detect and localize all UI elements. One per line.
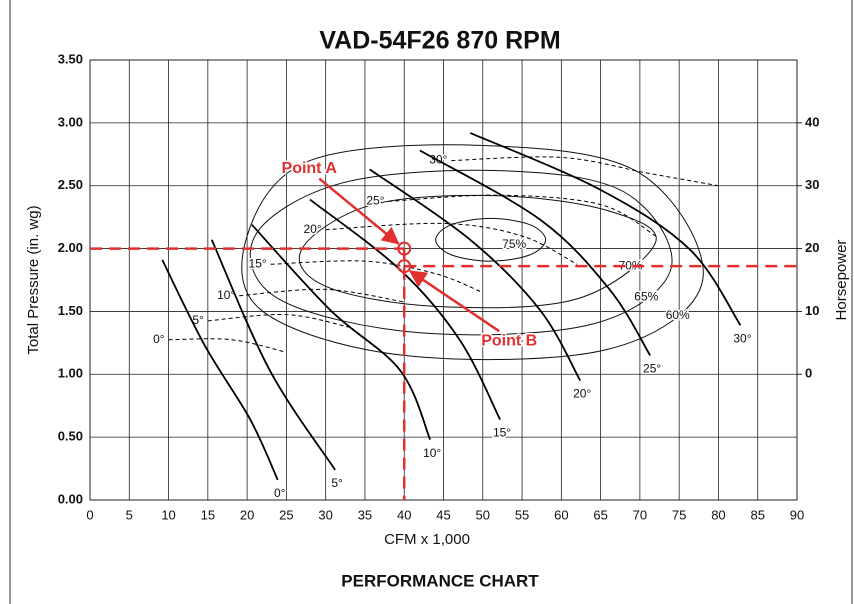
y-tick-label: 2.50 [58,177,83,192]
y2-tick-label: 10 [805,303,819,318]
efficiency-label: 60% [666,308,690,322]
x-tick-label: 0 [86,507,93,522]
x-tick-label: 30 [318,507,332,522]
pressure-label: 0° [274,486,286,500]
frame [9,0,853,604]
pressure-label: 30° [733,331,751,345]
pressure-curve [369,168,581,382]
y2-tick-label: 20 [805,240,819,255]
horsepower-label: 0° [153,332,165,346]
horsepower-curve [239,288,405,303]
x-tick-label: 90 [790,507,804,522]
operating-point [397,241,412,256]
horsepower-curve [388,194,656,237]
horsepower-curve [451,156,719,187]
horsepower-curve [270,260,483,294]
pressure-curve [251,224,431,441]
y-tick-label: 1.50 [58,303,83,318]
y-tick-label: 2.00 [58,240,83,255]
x-tick-label: 45 [436,507,450,522]
efficiency-curve [435,217,547,262]
x-tick-label: 85 [750,507,764,522]
point-label: Point B [481,332,537,349]
pressure-curve [419,149,651,356]
x-tick-label: 25 [279,507,293,522]
y2-tick-label: 30 [805,177,819,192]
x-tick-label: 75 [672,507,686,522]
horsepower-curve [168,338,287,353]
pressure-curve [210,239,336,471]
pressure-curve [309,198,501,420]
x-tick-label: 60 [554,507,568,522]
horsepower-curve [207,313,350,328]
pressure-label: 5° [331,476,343,490]
pressure-curve [161,259,279,481]
chart-title: VAD-54F26 870 RPM [319,27,560,55]
y2-axis-label: Horsepower [833,240,850,321]
horsepower-label: 25° [366,194,384,208]
x-axis-label: CFM x 1,000 [384,531,470,548]
point-label: Point A [282,160,338,177]
x-tick-label: 80 [711,507,725,522]
x-tick-label: 10 [161,507,175,522]
y2-tick-label: 0 [805,366,812,381]
y2-tick-label: 40 [805,114,819,129]
y-tick-label: 1.00 [58,366,83,381]
pressure-label: 20° [573,387,591,401]
point-arrow [408,270,500,333]
y-tick-label: 0.50 [58,429,83,444]
point-arrow [318,177,400,245]
efficiency-label: 65% [634,290,658,304]
pressure-label: 15° [493,426,511,440]
x-tick-label: 70 [633,507,647,522]
x-tick-label: 50 [476,507,490,522]
x-tick-label: 40 [397,507,411,522]
efficiency-curve [241,144,704,361]
horsepower-curve [325,222,578,265]
horsepower-label: 20° [304,222,322,236]
pressure-curve [469,132,742,326]
efficiency-label: 70% [619,258,643,272]
x-tick-label: 5 [126,507,133,522]
y-axis-label: Total Pressure (in. wg) [25,205,42,354]
y-tick-label: 0.00 [58,491,83,506]
efficiency-label: 75% [502,237,526,251]
y-tick-label: 3.00 [58,114,83,129]
operating-point [397,259,412,274]
x-tick-label: 15 [201,507,215,522]
caption: PERFORMANCE CHART [341,571,539,590]
horsepower-label: 15° [249,256,267,270]
x-tick-label: 55 [515,507,529,522]
x-tick-label: 20 [240,507,254,522]
horsepower-label: 10° [217,288,235,302]
pressure-label: 25° [643,362,661,376]
x-tick-label: 35 [358,507,372,522]
x-tick-label: 65 [593,507,607,522]
pressure-label: 10° [423,446,441,460]
y-tick-label: 3.50 [58,51,83,66]
